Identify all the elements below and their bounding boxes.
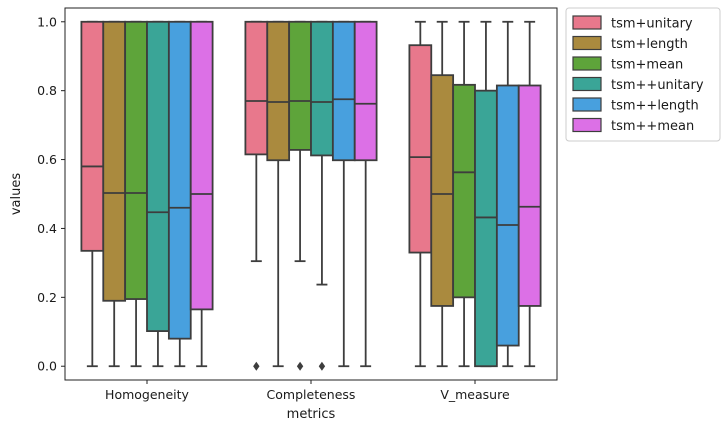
box-iqr [430, 74, 455, 307]
box-iqr [310, 20, 334, 157]
box-tsm++mean-V_measure [517, 20, 542, 368]
box-tsm++length-Homogeneity [167, 20, 192, 368]
outlier-point [296, 361, 304, 371]
legend-swatch [572, 76, 602, 92]
box-iqr [288, 20, 312, 151]
plot-area [80, 20, 542, 371]
axes: 0.0 0.2 0.4 0.6 0.8 1.0 Homogeneity Completenes… [37, 14, 510, 402]
box-tsm++unitary-V_measure [474, 20, 498, 368]
x-tick-label: Homogeneity [105, 387, 189, 402]
legend-swatch [572, 56, 602, 71]
box-iqr [146, 20, 170, 332]
legend-label: tsm+unitary [611, 17, 693, 32]
x-tick-label: Completeness [267, 387, 356, 402]
legend-label: tsm+length [611, 37, 688, 52]
y-tick-label: 0.2 [37, 290, 57, 305]
box-iqr [244, 20, 269, 156]
box-iqr [474, 89, 498, 368]
box-tsm+unitary-Completeness [244, 20, 269, 371]
legend-swatch [572, 97, 602, 112]
box-iqr [80, 20, 105, 252]
box-iqr [517, 84, 542, 307]
box-iqr [189, 20, 214, 311]
legend-swatch [572, 35, 602, 51]
box-iqr [266, 20, 291, 162]
y-axis-label: values [9, 173, 24, 216]
box-tsm+length-Homogeneity [102, 20, 127, 368]
box-iqr [495, 84, 520, 347]
box-tsm++unitary-Homogeneity [146, 20, 170, 368]
box-tsm++mean-Completeness [353, 20, 378, 368]
outlier-point [318, 361, 326, 371]
box-iqr [102, 20, 127, 302]
y-tick-label: 0.0 [37, 359, 57, 374]
box-tsm++unitary-Completeness [310, 20, 334, 371]
outlier-point [253, 361, 260, 371]
box-iqr [124, 20, 148, 300]
box-tsm++mean-Homogeneity [189, 20, 214, 368]
y-tick-label: 1.0 [37, 14, 57, 29]
y-tick-label: 0.4 [37, 221, 57, 236]
y-tick-label: 0.6 [37, 152, 57, 167]
box-tsm+unitary-Homogeneity [80, 20, 105, 368]
box-tsm+mean-V_measure [452, 20, 476, 368]
box-iqr [331, 20, 356, 162]
legend-label: tsm+mean [611, 58, 683, 73]
box-tsm+mean-Completeness [288, 20, 312, 371]
box-iqr [408, 44, 433, 254]
legend-swatch [572, 117, 602, 133]
box-iqr [353, 20, 378, 162]
box-iqr [452, 83, 476, 299]
x-tick-label: V_measure [440, 387, 510, 402]
legend: tsm+unitary tsm+length tsm+mean tsm++unitar… [565, 7, 721, 142]
legend-label: tsm++mean [611, 119, 694, 134]
legend-frame [565, 7, 721, 142]
x-axis-label: metrics [287, 407, 336, 422]
box-iqr [167, 20, 192, 340]
legend-label: tsm++length [611, 99, 699, 114]
y-tick-label: 0.8 [37, 83, 57, 98]
legend-label: tsm++unitary [611, 78, 704, 93]
box-tsm++length-Completeness [331, 20, 356, 368]
legend-swatch [572, 15, 602, 30]
